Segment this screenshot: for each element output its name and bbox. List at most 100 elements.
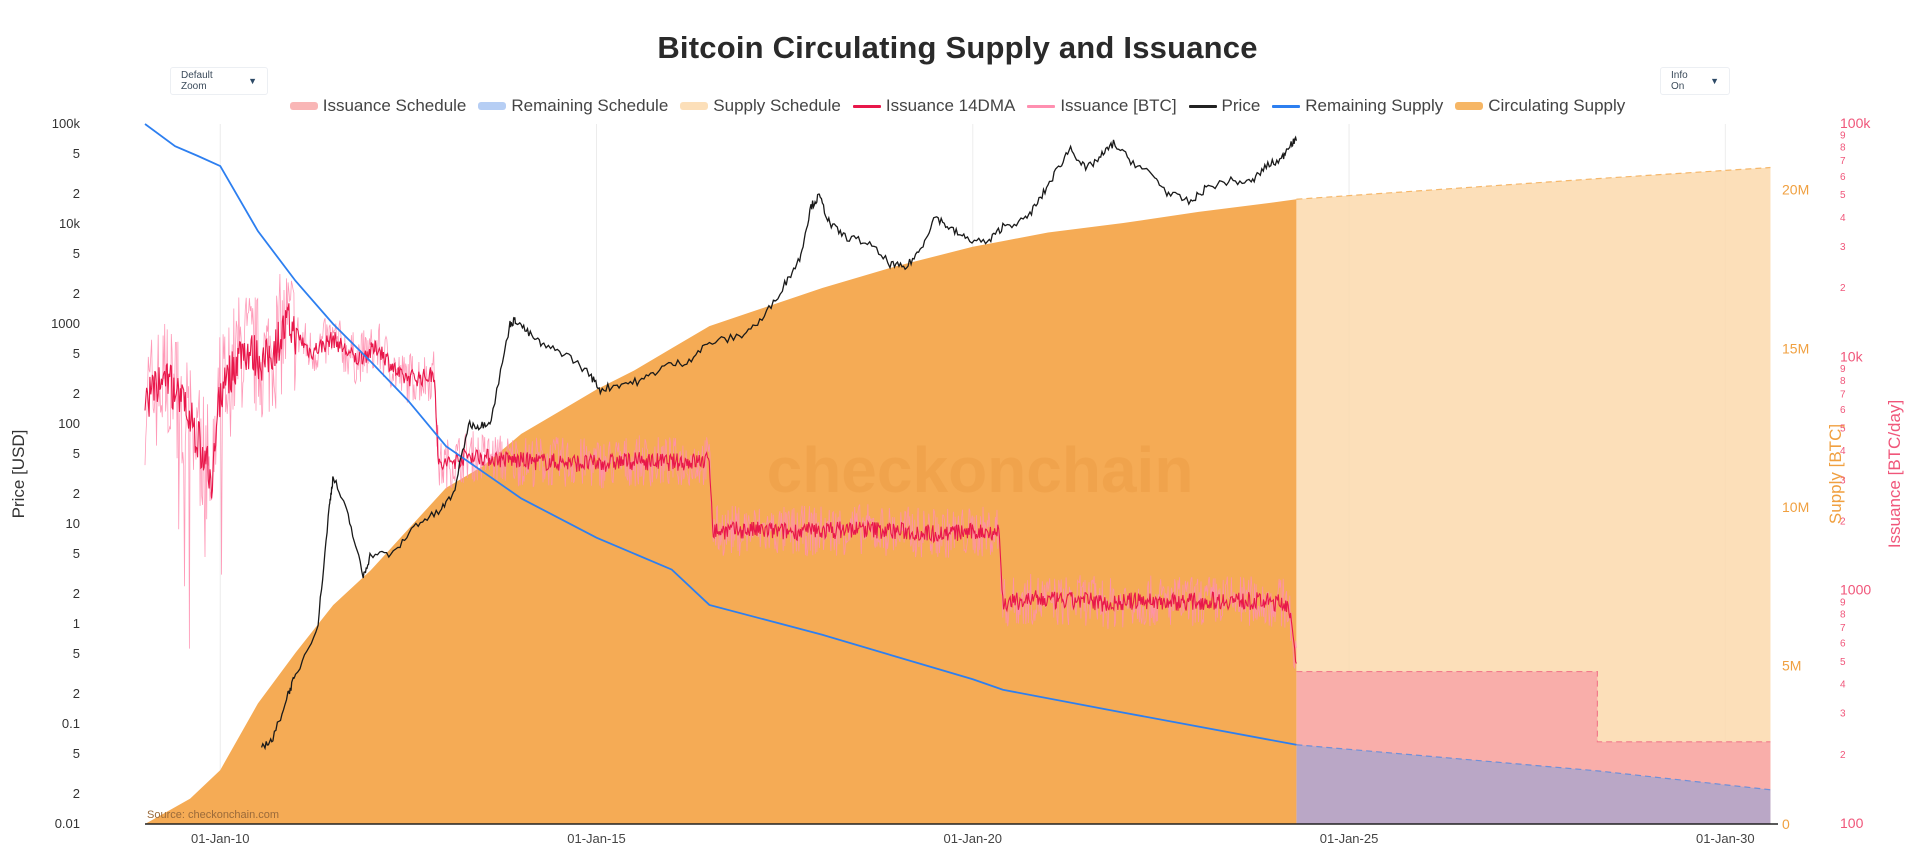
y-issuance-tick-label: 5 bbox=[1840, 424, 1846, 435]
y-left-tick-label: 0.1 bbox=[62, 716, 80, 731]
y-left-tick-label: 5 bbox=[73, 746, 80, 761]
legend-swatch bbox=[1455, 102, 1484, 110]
y-supply-axis-title: Supply [BTC] bbox=[1826, 424, 1845, 524]
y-issuance-tick-label: 5 bbox=[1840, 657, 1846, 668]
y-supply-tick-label: 5M bbox=[1782, 657, 1801, 673]
y-issuance-tick-label: 8 bbox=[1840, 143, 1846, 154]
y-left-tick-label: 5 bbox=[73, 246, 80, 261]
y-issuance-tick-label: 2 bbox=[1840, 283, 1846, 294]
watermark: checkonchain bbox=[767, 434, 1194, 506]
legend-label: Remaining Supply bbox=[1305, 96, 1444, 115]
y-left-tick-label: 100k bbox=[52, 116, 81, 131]
legend-swatch bbox=[478, 102, 507, 110]
y-left-tick-label: 1 bbox=[73, 616, 80, 631]
legend-label: Remaining Schedule bbox=[511, 96, 669, 115]
chevron-down-icon: ▼ bbox=[248, 76, 257, 86]
y-supply-tick-label: 10M bbox=[1782, 499, 1809, 515]
y-left-tick-label: 2 bbox=[73, 786, 80, 801]
y-issuance-tick-label: 9 bbox=[1840, 597, 1846, 608]
y-issuance-axis-title: Issuance [BTC/day] bbox=[1885, 400, 1904, 548]
y-left-axis-title: Price [USD] bbox=[9, 430, 28, 519]
y-issuance-tick-label: 100 bbox=[1840, 815, 1864, 831]
y-issuance-tick-label: 3 bbox=[1840, 475, 1846, 486]
y-issuance-tick-label: 8 bbox=[1840, 609, 1846, 620]
remaining-supply-line bbox=[144, 123, 1297, 746]
y-issuance-tick-label: 4 bbox=[1840, 680, 1846, 691]
legend-swatch bbox=[852, 104, 881, 108]
y-issuance-tick-label: 9 bbox=[1840, 131, 1846, 142]
y-issuance-tick-label: 7 bbox=[1840, 156, 1846, 167]
y-issuance-tick-label: 5 bbox=[1840, 190, 1846, 201]
legend-item[interactable]: Supply Schedule bbox=[680, 96, 841, 116]
y-left-tick-label: 5 bbox=[73, 546, 80, 561]
legend-item[interactable]: Remaining Schedule bbox=[478, 96, 668, 116]
y-issuance-tick-label: 1000 bbox=[1840, 582, 1871, 598]
info-dropdown-label: Info On bbox=[1671, 70, 1688, 92]
y-issuance-tick-label: 10k bbox=[1840, 348, 1864, 364]
legend-item[interactable]: Price bbox=[1188, 96, 1261, 116]
chevron-down-icon: ▼ bbox=[1710, 76, 1719, 86]
legend-label: Price bbox=[1221, 96, 1261, 115]
y-left-tick-label: 2 bbox=[73, 286, 80, 301]
y-issuance-tick-label: 6 bbox=[1840, 172, 1846, 183]
legend-label: Supply Schedule bbox=[713, 96, 841, 115]
y-issuance-tick-label: 7 bbox=[1840, 389, 1846, 400]
x-tick-label: 01-Jan-30 bbox=[1696, 831, 1755, 846]
legend-label: Issuance Schedule bbox=[322, 96, 467, 115]
source-note: Source: checkonchain.com bbox=[147, 809, 279, 821]
y-left-tick-label: 10 bbox=[66, 516, 80, 531]
y-supply-tick-label: 20M bbox=[1782, 182, 1809, 198]
y-issuance-tick-label: 6 bbox=[1840, 638, 1846, 649]
legend-item[interactable]: Issuance Schedule bbox=[289, 96, 467, 116]
zoom-dropdown-label: Default Zoom bbox=[181, 70, 213, 92]
legend-item[interactable]: Issuance 14DMA bbox=[852, 96, 1016, 116]
supply-schedule-line bbox=[1296, 166, 1771, 200]
chart-legend: Issuance Schedule Remaining Schedule Suppl… bbox=[0, 96, 1915, 116]
y-issuance-tick-label: 9 bbox=[1840, 364, 1846, 375]
y-left-tick-label: 2 bbox=[73, 186, 80, 201]
y-left-tick-label: 1000 bbox=[51, 316, 80, 331]
y-left-tick-label: 5 bbox=[73, 146, 80, 161]
remaining-schedule-line bbox=[1296, 744, 1771, 791]
legend-swatch bbox=[1027, 104, 1056, 108]
legend-swatch bbox=[1272, 104, 1301, 108]
legend-item[interactable]: Circulating Supply bbox=[1455, 96, 1625, 116]
y-issuance-tick-label: 6 bbox=[1840, 405, 1846, 416]
y-issuance-tick-label: 7 bbox=[1840, 623, 1846, 634]
y-issuance-tick-label: 8 bbox=[1840, 376, 1846, 387]
supply-schedule-area bbox=[1296, 167, 1771, 824]
issuance-schedule-line bbox=[1296, 670, 1771, 743]
info-dropdown[interactable]: Info On ▼ bbox=[1660, 67, 1730, 95]
y-left-tick-label: 5 bbox=[73, 446, 80, 461]
y-issuance-tick-label: 4 bbox=[1840, 213, 1846, 224]
chart-title: Bitcoin Circulating Supply and Issuance bbox=[657, 30, 1258, 65]
remaining-schedule-area bbox=[1296, 744, 1771, 824]
x-tick-label: 01-Jan-10 bbox=[191, 831, 250, 846]
legend-label: Issuance 14DMA bbox=[885, 96, 1016, 115]
y-left-tick-label: 2 bbox=[73, 586, 80, 601]
legend-label: Issuance [BTC] bbox=[1060, 96, 1177, 115]
y-left-tick-label: 100 bbox=[58, 416, 80, 431]
legend-swatch bbox=[680, 102, 709, 110]
zoom-dropdown[interactable]: Default Zoom ▼ bbox=[170, 67, 268, 95]
y-supply-tick-label: 0 bbox=[1782, 816, 1790, 832]
y-issuance-tick-label: 100k bbox=[1840, 115, 1871, 131]
legend-label: Circulating Supply bbox=[1488, 96, 1626, 115]
y-issuance-tick-label: 3 bbox=[1840, 242, 1846, 253]
legend-item[interactable]: Issuance [BTC] bbox=[1027, 96, 1177, 116]
legend-swatch bbox=[1188, 104, 1217, 108]
y-left-tick-label: 10k bbox=[59, 216, 80, 231]
circulating-supply-area bbox=[145, 199, 1297, 824]
y-left-tick-label: 5 bbox=[73, 646, 80, 661]
y-supply-tick-label: 15M bbox=[1782, 340, 1809, 356]
legend-item[interactable]: Remaining Supply bbox=[1272, 96, 1443, 116]
x-tick-label: 01-Jan-20 bbox=[944, 831, 1003, 846]
y-issuance-tick-label: 2 bbox=[1840, 750, 1846, 761]
y-issuance-tick-label: 4 bbox=[1840, 446, 1846, 457]
y-issuance-tick-label: 3 bbox=[1840, 709, 1846, 720]
y-left-tick-label: 2 bbox=[73, 386, 80, 401]
price-line bbox=[260, 135, 1298, 751]
y-issuance-tick-label: 2 bbox=[1840, 516, 1846, 527]
y-left-tick-label: 5 bbox=[73, 346, 80, 361]
